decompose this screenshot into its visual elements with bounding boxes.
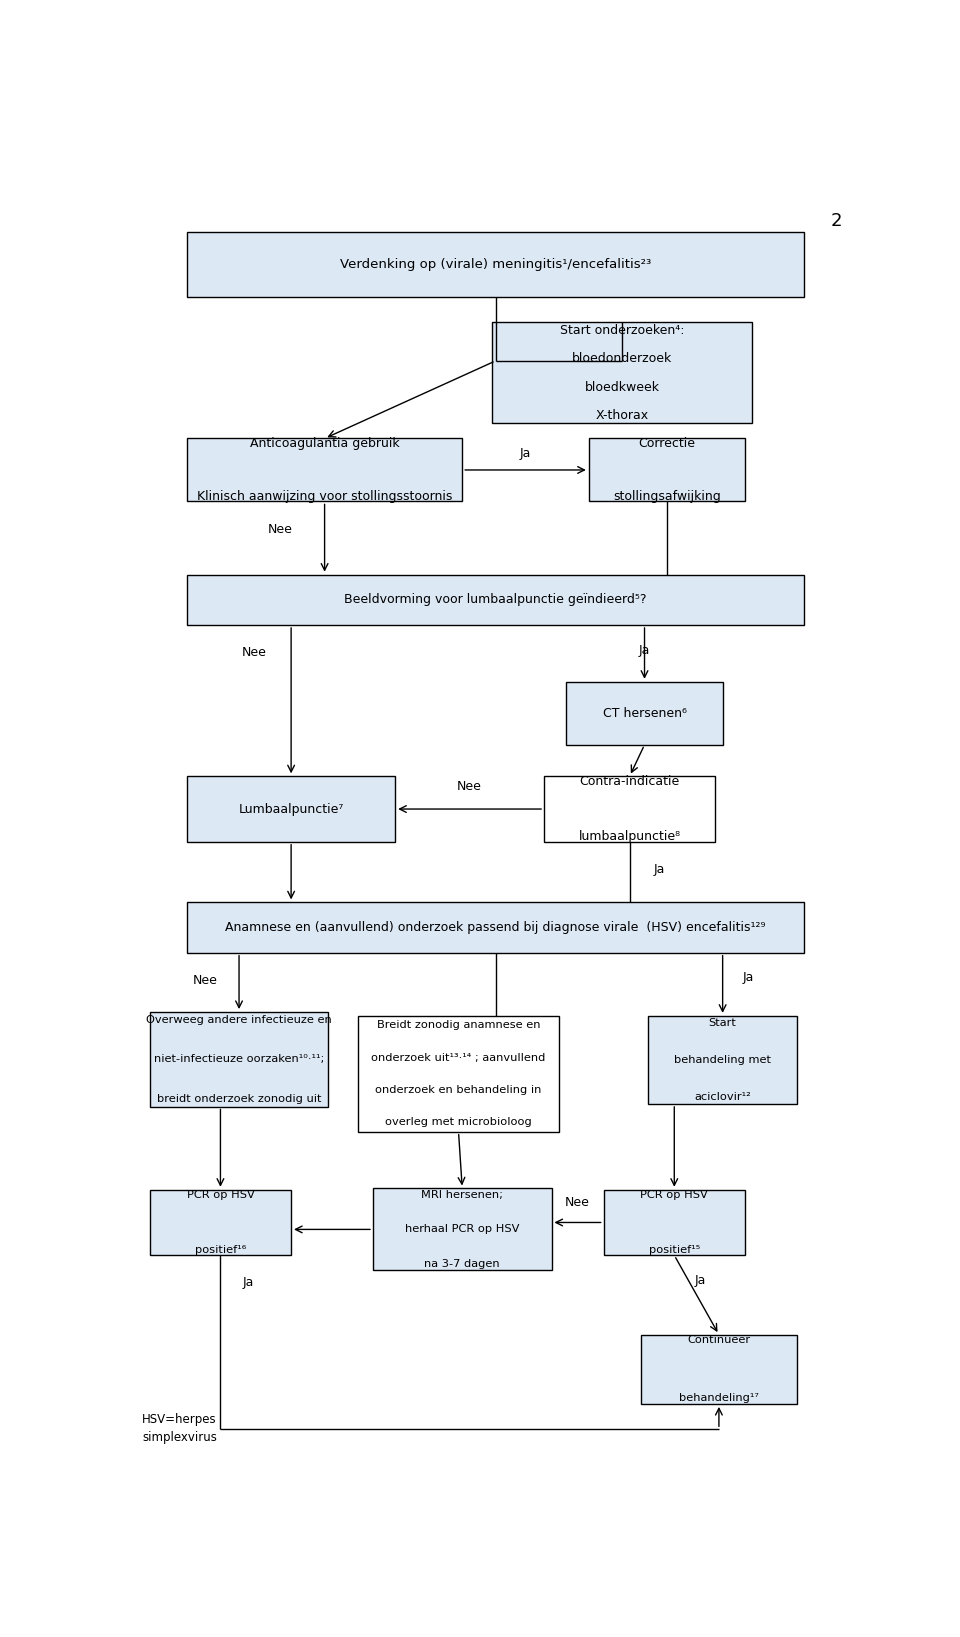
Text: X-thorax: X-thorax <box>595 409 649 422</box>
FancyBboxPatch shape <box>566 681 723 745</box>
Text: HSV=herpes
simplexvirus: HSV=herpes simplexvirus <box>142 1413 217 1444</box>
FancyBboxPatch shape <box>150 1190 291 1256</box>
FancyBboxPatch shape <box>187 902 804 953</box>
Text: behandeling¹⁷: behandeling¹⁷ <box>679 1393 758 1403</box>
Text: Verdenking op (virale) meningitis¹/encefalitis²³: Verdenking op (virale) meningitis¹/encef… <box>340 259 651 272</box>
Text: 2: 2 <box>830 211 842 229</box>
Text: Ja: Ja <box>743 971 755 984</box>
Text: onderzoek en behandeling in: onderzoek en behandeling in <box>375 1085 541 1095</box>
FancyBboxPatch shape <box>604 1190 745 1256</box>
FancyBboxPatch shape <box>544 776 715 841</box>
Text: Ja: Ja <box>243 1277 254 1290</box>
Text: Nee: Nee <box>193 974 218 987</box>
Text: Start onderzoeken⁴:: Start onderzoeken⁴: <box>560 324 684 337</box>
Text: Correctie: Correctie <box>638 437 695 450</box>
Text: CT hersenen⁶: CT hersenen⁶ <box>603 707 686 720</box>
Text: Beeldvorming voor lumbaalpunctie geïndieerd⁵?: Beeldvorming voor lumbaalpunctie geïndie… <box>345 593 647 606</box>
Text: bloedkweek: bloedkweek <box>585 380 660 393</box>
Text: behandeling met: behandeling met <box>674 1054 771 1066</box>
FancyBboxPatch shape <box>358 1015 559 1131</box>
Text: Ja: Ja <box>638 643 650 656</box>
Text: Lumbaalpunctie⁷: Lumbaalpunctie⁷ <box>238 802 344 815</box>
Text: Nee: Nee <box>565 1195 590 1208</box>
Text: Nee: Nee <box>242 647 266 660</box>
Text: Start: Start <box>708 1018 736 1028</box>
FancyBboxPatch shape <box>187 776 396 841</box>
FancyBboxPatch shape <box>187 439 462 501</box>
Text: niet-infectieuze oorzaken¹⁰·¹¹;: niet-infectieuze oorzaken¹⁰·¹¹; <box>154 1054 324 1064</box>
Text: Breidt zonodig anamnese en: Breidt zonodig anamnese en <box>376 1020 540 1030</box>
Text: Anticoagulantia gebruik: Anticoagulantia gebruik <box>250 437 399 450</box>
Text: breidt onderzoek zonodig uit: breidt onderzoek zonodig uit <box>156 1094 322 1103</box>
FancyBboxPatch shape <box>150 1012 328 1107</box>
Text: na 3-7 dagen: na 3-7 dagen <box>424 1259 500 1269</box>
Text: Contra-indicatie: Contra-indicatie <box>580 774 680 787</box>
FancyBboxPatch shape <box>648 1015 797 1103</box>
Text: onderzoek uit¹³·¹⁴ ; aanvullend: onderzoek uit¹³·¹⁴ ; aanvullend <box>372 1053 545 1062</box>
Text: herhaal PCR op HSV: herhaal PCR op HSV <box>405 1224 519 1234</box>
Text: MRI hersenen;: MRI hersenen; <box>421 1190 503 1200</box>
Text: Nee: Nee <box>457 779 482 792</box>
Text: PCR op HSV: PCR op HSV <box>640 1190 708 1200</box>
Text: aciclovir¹²: aciclovir¹² <box>694 1092 751 1102</box>
Text: Klinisch aanwijzing voor stollingsstoornis: Klinisch aanwijzing voor stollingsstoorn… <box>197 489 452 503</box>
Text: Nee: Nee <box>268 522 293 535</box>
Text: Overweeg andere infectieuze en: Overweeg andere infectieuze en <box>146 1015 332 1025</box>
Text: Ja: Ja <box>519 447 531 460</box>
Text: Ja: Ja <box>695 1274 706 1287</box>
Text: stollingsafwijking: stollingsafwijking <box>613 489 721 503</box>
Text: lumbaalpunctie⁸: lumbaalpunctie⁸ <box>579 830 681 843</box>
FancyBboxPatch shape <box>492 322 753 424</box>
FancyBboxPatch shape <box>588 439 745 501</box>
Text: positief¹⁶: positief¹⁶ <box>195 1246 246 1256</box>
FancyBboxPatch shape <box>372 1188 551 1270</box>
Text: positief¹⁵: positief¹⁵ <box>649 1246 700 1256</box>
FancyBboxPatch shape <box>187 232 804 298</box>
Text: Continueer: Continueer <box>687 1336 751 1346</box>
Text: bloedonderzoek: bloedonderzoek <box>572 352 672 365</box>
FancyBboxPatch shape <box>187 575 804 625</box>
Text: PCR op HSV: PCR op HSV <box>186 1190 254 1200</box>
Text: Ja: Ja <box>654 863 665 876</box>
Text: overleg met microbioloog: overleg met microbioloog <box>385 1118 532 1128</box>
FancyBboxPatch shape <box>641 1334 797 1405</box>
Text: Anamnese en (aanvullend) onderzoek passend bij diagnose virale  (HSV) encefaliti: Anamnese en (aanvullend) onderzoek passe… <box>226 922 766 935</box>
